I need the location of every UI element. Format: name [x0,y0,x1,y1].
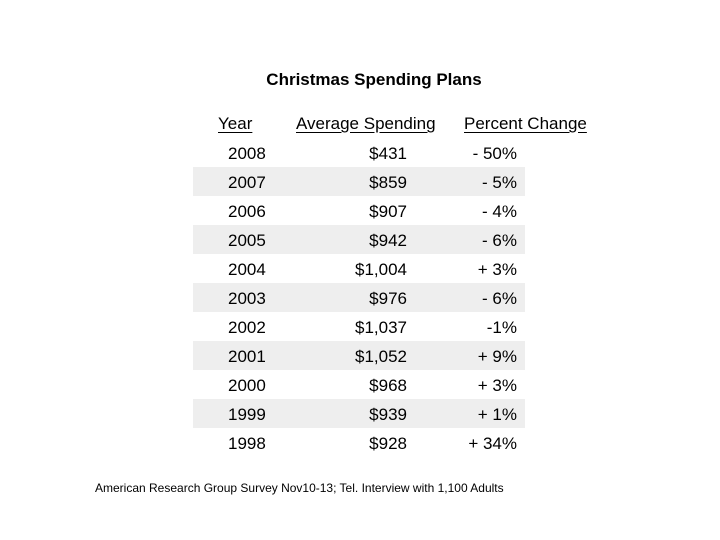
table-row: 2001 $1,052 + 9% [193,341,525,370]
cell-average-spending: $968 [369,376,407,395]
cell-percent-change: -1% [486,318,517,337]
cell-percent-change: + 3% [477,260,517,279]
cell-percent-change: + 9% [477,347,517,366]
source-note: American Research Group Survey Nov10-13;… [95,481,504,495]
cell-year: 2005 [228,231,266,250]
cell-average-spending: $928 [369,434,407,453]
cell-percent-change: - 6% [482,231,517,250]
cell-percent-change: - 6% [482,289,517,308]
cell-average-spending: $1,004 [355,260,407,279]
column-header-year: Year [218,114,253,133]
table-row: 2007 $859 - 5% [193,167,525,196]
cell-percent-change: + 1% [477,405,517,424]
cell-average-spending: $859 [369,173,407,192]
cell-average-spending: $976 [369,289,407,308]
cell-year: 1998 [228,434,266,453]
data-table: 2008 $431- 50% 2007 $859- 5% 2006 $907- 4% 200… [193,138,525,457]
cell-year: 2003 [228,289,266,308]
cell-average-spending: $939 [369,405,407,424]
table-row: 2003 $976 - 6% [193,283,525,312]
cell-percent-change: - 4% [482,202,517,221]
table-row: 2005 $942 - 6% [193,225,525,254]
cell-average-spending: $431 [369,144,407,163]
cell-percent-change: + 34% [468,434,517,453]
table-row: 2006 $907 - 4% [193,196,525,225]
column-header-average-spending: Average Spending [296,114,436,133]
cell-year: 2008 [228,144,266,163]
cell-percent-change: - 50% [472,144,517,163]
table-row: 2004 $1,004 + 3% [193,254,525,283]
cell-year: 1999 [228,405,266,424]
table-row: 1999 $939 + 1% [193,399,525,428]
column-header-percent-change: Percent Change [464,114,587,133]
table-row: 2000 $968 + 3% [193,370,525,399]
cell-year: 2006 [228,202,266,221]
cell-year: 2004 [228,260,266,279]
cell-average-spending: $1,037 [355,318,407,337]
cell-year: 2002 [228,318,266,337]
cell-average-spending: $907 [369,202,407,221]
cell-year: 2007 [228,173,266,192]
table-row: 2008 $431 - 50% [193,138,525,167]
cell-percent-change: + 3% [477,376,517,395]
cell-year: 2000 [228,376,266,395]
table-row: 1998 $928 + 34% [193,428,525,457]
cell-average-spending: $1,052 [355,347,407,366]
table-row: 2002 $1,037 -1% [193,312,525,341]
cell-percent-change: - 5% [482,173,517,192]
cell-average-spending: $942 [369,231,407,250]
table-title: Christmas Spending Plans [266,70,482,89]
cell-year: 2001 [228,347,266,366]
